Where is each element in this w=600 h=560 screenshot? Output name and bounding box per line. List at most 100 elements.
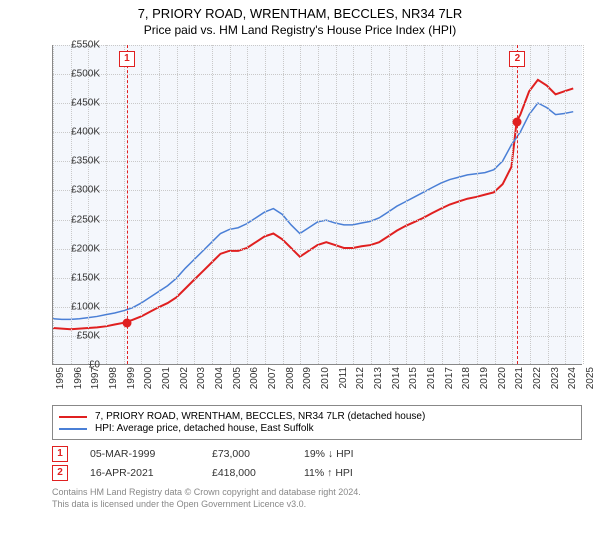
footer-attribution: Contains HM Land Registry data © Crown c… — [52, 487, 582, 510]
gridline-v — [318, 45, 319, 364]
x-axis-label: 2006 — [249, 367, 260, 397]
gridline-v — [283, 45, 284, 364]
sale-row: 1 05-MAR-1999 £73,000 19% ↓ HPI — [52, 446, 582, 462]
sale-row-badge: 1 — [52, 446, 68, 462]
legend-swatch — [59, 428, 87, 430]
gridline-v — [141, 45, 142, 364]
gridline-v — [565, 45, 566, 364]
x-axis-label: 2010 — [320, 367, 331, 397]
x-axis-label: 2024 — [567, 367, 578, 397]
gridline-v — [300, 45, 301, 364]
x-axis-label: 2009 — [302, 367, 313, 397]
gridline-v — [389, 45, 390, 364]
y-axis-label: £200K — [56, 243, 100, 254]
legend-text: HPI: Average price, detached house, East… — [95, 423, 314, 434]
y-axis-label: £400K — [56, 127, 100, 138]
x-axis-label: 2022 — [532, 367, 543, 397]
x-axis-label: 1997 — [90, 367, 101, 397]
x-axis-label: 2008 — [285, 367, 296, 397]
sale-point-marker — [513, 117, 522, 126]
footer-line-1: Contains HM Land Registry data © Crown c… — [52, 487, 582, 499]
y-axis-label: £350K — [56, 156, 100, 167]
gridline-v — [230, 45, 231, 364]
x-axis-label: 2025 — [585, 367, 596, 397]
x-axis-label: 2023 — [550, 367, 561, 397]
legend: 7, PRIORY ROAD, WRENTHAM, BECCLES, NR34 … — [52, 405, 582, 440]
gridline-v — [88, 45, 89, 364]
plot-area: 12 — [52, 45, 582, 365]
gridline-v — [194, 45, 195, 364]
x-axis-label: 1996 — [73, 367, 84, 397]
x-axis-label: 2016 — [426, 367, 437, 397]
gridline-v — [583, 45, 584, 364]
y-axis-label: £450K — [56, 98, 100, 109]
sale-marker-line — [127, 45, 128, 364]
gridline-v — [247, 45, 248, 364]
x-axis-label: 2012 — [355, 367, 366, 397]
chart-subtitle: Price paid vs. HM Land Registry's House … — [8, 23, 592, 37]
x-axis-label: 1998 — [108, 367, 119, 397]
gridline-v — [159, 45, 160, 364]
sales-list: 1 05-MAR-1999 £73,000 19% ↓ HPI 2 16-APR-2021… — [52, 446, 582, 481]
y-axis-label: £150K — [56, 272, 100, 283]
gridline-v — [336, 45, 337, 364]
x-axis-label: 2001 — [161, 367, 172, 397]
sale-badge: 1 — [119, 51, 135, 67]
gridline-v — [477, 45, 478, 364]
legend-row: HPI: Average price, detached house, East… — [59, 423, 575, 434]
x-axis-label: 2020 — [497, 367, 508, 397]
gridline-v — [106, 45, 107, 364]
sale-price: £418,000 — [212, 467, 282, 479]
x-axis-label: 2002 — [179, 367, 190, 397]
x-axis-label: 1995 — [55, 367, 66, 397]
gridline-v — [495, 45, 496, 364]
gridline-v — [53, 45, 54, 364]
gridline-v — [212, 45, 213, 364]
gridline-v — [406, 45, 407, 364]
x-axis-label: 2021 — [514, 367, 525, 397]
sale-row-badge: 2 — [52, 465, 68, 481]
x-axis-label: 2000 — [143, 367, 154, 397]
x-axis-label: 2007 — [267, 367, 278, 397]
sale-date: 05-MAR-1999 — [90, 448, 190, 460]
sale-pct-vs-hpi: 19% ↓ HPI — [304, 448, 394, 460]
gridline-v — [371, 45, 372, 364]
title-block: 7, PRIORY ROAD, WRENTHAM, BECCLES, NR34 … — [8, 6, 592, 37]
gridline-v — [530, 45, 531, 364]
chart: 12 £0£50K£100K£150K£200K£250K£300K£350K£… — [8, 41, 592, 401]
legend-text: 7, PRIORY ROAD, WRENTHAM, BECCLES, NR34 … — [95, 411, 425, 422]
gridline-v — [424, 45, 425, 364]
x-axis-label: 2018 — [461, 367, 472, 397]
sale-price: £73,000 — [212, 448, 282, 460]
y-axis-label: £100K — [56, 301, 100, 312]
gridline-v — [265, 45, 266, 364]
sale-badge: 2 — [509, 51, 525, 67]
gridline-v — [459, 45, 460, 364]
x-axis-label: 2013 — [373, 367, 384, 397]
legend-swatch — [59, 416, 87, 418]
sale-row: 2 16-APR-2021 £418,000 11% ↑ HPI — [52, 465, 582, 481]
x-axis-label: 1999 — [126, 367, 137, 397]
gridline-v — [442, 45, 443, 364]
gridline-v — [124, 45, 125, 364]
y-axis-label: £500K — [56, 69, 100, 80]
sale-pct-vs-hpi: 11% ↑ HPI — [304, 467, 394, 479]
x-axis-label: 2017 — [444, 367, 455, 397]
sale-marker-line — [517, 45, 518, 364]
y-axis-label: £300K — [56, 185, 100, 196]
legend-row: 7, PRIORY ROAD, WRENTHAM, BECCLES, NR34 … — [59, 411, 575, 422]
x-axis-label: 2019 — [479, 367, 490, 397]
gridline-v — [177, 45, 178, 364]
y-axis-label: £250K — [56, 214, 100, 225]
sale-point-marker — [122, 318, 131, 327]
x-axis-label: 2004 — [214, 367, 225, 397]
x-axis-label: 2014 — [391, 367, 402, 397]
x-axis-label: 2003 — [196, 367, 207, 397]
gridline-v — [71, 45, 72, 364]
sale-date: 16-APR-2021 — [90, 467, 190, 479]
x-axis-label: 2015 — [408, 367, 419, 397]
x-axis-label: 2011 — [338, 367, 349, 397]
chart-title: 7, PRIORY ROAD, WRENTHAM, BECCLES, NR34 … — [8, 6, 592, 21]
y-axis-label: £550K — [56, 40, 100, 51]
y-axis-label: £50K — [56, 330, 100, 341]
